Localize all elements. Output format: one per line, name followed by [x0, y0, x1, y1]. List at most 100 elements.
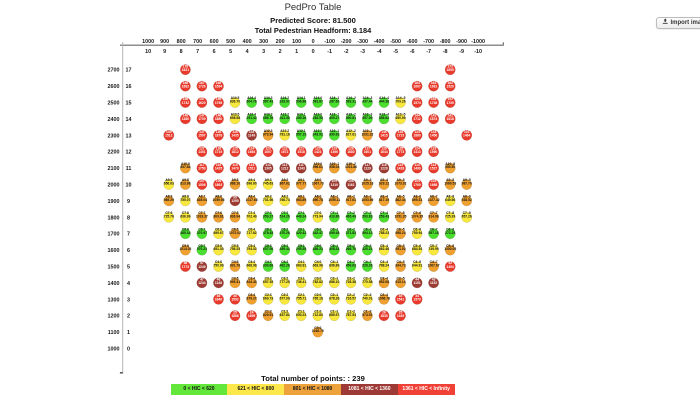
- svg-text:709.26: 709.26: [395, 100, 405, 104]
- svg-text:116: 116: [381, 163, 386, 167]
- svg-text:52: 52: [448, 261, 452, 265]
- svg-text:C2.0: C2.0: [314, 293, 321, 297]
- svg-text:A8.3: A8.3: [265, 195, 272, 199]
- svg-text:607.06: 607.06: [263, 247, 273, 251]
- svg-text:108: 108: [348, 179, 354, 183]
- svg-text:1835: 1835: [380, 314, 388, 318]
- svg-text:1590: 1590: [430, 150, 438, 154]
- svg-text:-500: -500: [390, 39, 401, 45]
- svg-text:C6.6: C6.6: [215, 227, 222, 231]
- svg-text:1800: 1800: [108, 215, 120, 221]
- svg-text:371.83: 371.83: [346, 231, 356, 235]
- svg-text:135: 135: [398, 130, 404, 134]
- svg-text:-2: -2: [344, 49, 349, 55]
- svg-text:C4.0: C4.0: [314, 260, 321, 264]
- svg-text:1712: 1712: [413, 117, 421, 121]
- svg-text:291.42: 291.42: [247, 116, 257, 120]
- svg-text:C2.-1: C2.-1: [330, 293, 338, 297]
- svg-text:272.25: 272.25: [445, 231, 455, 235]
- svg-text:A9.3: A9.3: [265, 178, 272, 182]
- svg-text:1000: 1000: [142, 39, 154, 45]
- svg-text:657.35: 657.35: [263, 280, 273, 284]
- svg-text:963.89: 963.89: [296, 198, 306, 202]
- svg-text:C6.4: C6.4: [248, 227, 255, 231]
- svg-text:1618: 1618: [447, 117, 455, 121]
- svg-text:668.98: 668.98: [247, 264, 257, 268]
- svg-text:C3.2: C3.2: [281, 277, 288, 281]
- svg-text:1527: 1527: [430, 166, 438, 170]
- svg-text:C7.-7: C7.-7: [430, 211, 438, 215]
- svg-text:127: 127: [199, 146, 205, 150]
- svg-text:11: 11: [126, 166, 132, 172]
- svg-text:766.74: 766.74: [280, 198, 290, 202]
- svg-text:1769: 1769: [413, 183, 421, 187]
- svg-text:1640: 1640: [215, 298, 223, 302]
- svg-text:1773: 1773: [397, 150, 405, 154]
- svg-text:755.71: 755.71: [296, 296, 306, 300]
- svg-text:C5.2: C5.2: [281, 244, 288, 248]
- svg-text:C6.7: C6.7: [198, 227, 205, 231]
- svg-text:154: 154: [414, 97, 420, 101]
- svg-text:936.94: 936.94: [230, 214, 240, 218]
- svg-text:120: 120: [315, 146, 321, 150]
- svg-text:1305: 1305: [264, 166, 272, 170]
- svg-text:C3.1: C3.1: [298, 277, 305, 281]
- svg-text:1574: 1574: [413, 101, 421, 105]
- svg-text:A10.-2: A10.-2: [346, 162, 356, 166]
- svg-text:C6.0: C6.0: [314, 227, 321, 231]
- svg-text:-100: -100: [324, 39, 335, 45]
- svg-text:C5.-1: C5.-1: [330, 244, 338, 248]
- svg-text:136: 136: [381, 130, 387, 134]
- svg-text:650.99: 650.99: [395, 116, 405, 120]
- svg-text:10: 10: [126, 183, 132, 189]
- svg-text:1860: 1860: [413, 134, 421, 138]
- svg-text:C5.5: C5.5: [232, 244, 239, 248]
- svg-text:A10.-1: A10.-1: [329, 162, 339, 166]
- svg-text:35: 35: [399, 294, 403, 298]
- svg-text:163: 163: [431, 81, 437, 85]
- svg-text:107: 107: [199, 179, 205, 183]
- svg-text:C5.-8: C5.-8: [446, 244, 454, 248]
- svg-text:581.87: 581.87: [313, 100, 323, 104]
- svg-text:689.57: 689.57: [329, 313, 339, 317]
- svg-text:124: 124: [414, 146, 420, 150]
- svg-text:114: 114: [414, 163, 419, 167]
- svg-text:147: 147: [199, 114, 205, 118]
- svg-text:781.16: 781.16: [280, 132, 290, 136]
- svg-text:C5.-4: C5.-4: [380, 244, 388, 248]
- svg-text:125: 125: [232, 146, 238, 150]
- svg-text:-7: -7: [426, 49, 431, 55]
- svg-text:C7.4: C7.4: [248, 211, 255, 215]
- svg-text:C4.3: C4.3: [265, 260, 272, 264]
- svg-text:135: 135: [232, 130, 238, 134]
- svg-text:25: 25: [399, 310, 403, 314]
- svg-text:C7.2: C7.2: [281, 211, 288, 215]
- svg-text:A14.-1: A14.-1: [329, 96, 339, 100]
- svg-text:C1.-3: C1.-3: [363, 309, 371, 313]
- svg-text:844.43: 844.43: [247, 280, 257, 284]
- svg-text:A8.2: A8.2: [281, 195, 288, 199]
- svg-text:C5.1: C5.1: [298, 244, 305, 248]
- svg-text:696.60: 696.60: [247, 182, 257, 186]
- svg-text:C6.-4: C6.-4: [380, 227, 388, 231]
- svg-text:459.63: 459.63: [346, 264, 356, 268]
- svg-text:C3.-5: C3.-5: [396, 277, 404, 281]
- svg-text:C1.3: C1.3: [265, 309, 272, 313]
- svg-text:700: 700: [193, 39, 202, 45]
- svg-text:1400: 1400: [108, 281, 120, 287]
- svg-text:698.58: 698.58: [230, 116, 240, 120]
- svg-text:0: 0: [312, 49, 315, 55]
- svg-text:1451: 1451: [198, 150, 206, 154]
- svg-text:A12.2: A12.2: [280, 129, 289, 133]
- svg-text:-4: -4: [377, 49, 382, 55]
- svg-text:C5.-3: C5.-3: [363, 244, 371, 248]
- svg-text:1664: 1664: [248, 150, 256, 154]
- svg-text:400: 400: [243, 39, 252, 45]
- svg-text:A8.-8: A8.-8: [446, 195, 454, 199]
- svg-text:A9.5: A9.5: [232, 178, 239, 182]
- svg-text:C4.2: C4.2: [281, 260, 288, 264]
- svg-text:289.26: 289.26: [296, 116, 306, 120]
- svg-text:485.34: 485.34: [180, 231, 190, 235]
- svg-text:C4.-4: C4.-4: [380, 260, 388, 264]
- svg-text:1726: 1726: [198, 84, 206, 88]
